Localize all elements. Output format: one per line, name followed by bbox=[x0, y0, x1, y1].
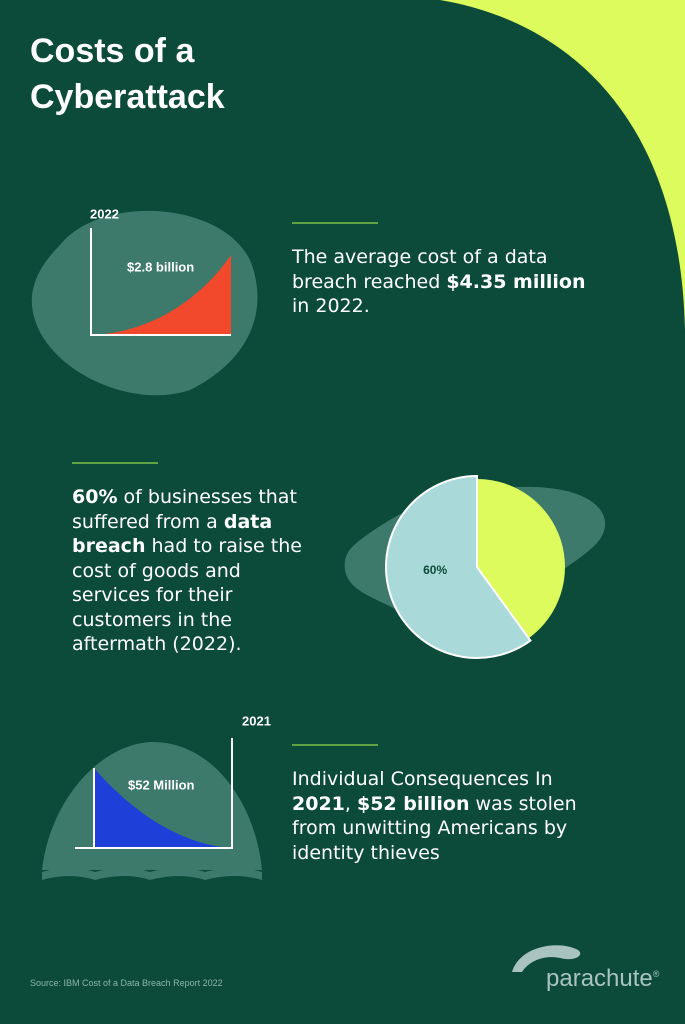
logo-mark: ® bbox=[652, 969, 660, 979]
text-run: had to raise the cost of goods and servi… bbox=[72, 535, 302, 655]
text-run: 2021 bbox=[292, 792, 345, 815]
value-label: $52 Million bbox=[128, 777, 195, 792]
title: Costs of a Cyberattack bbox=[30, 32, 225, 116]
blob bbox=[31, 210, 258, 396]
wave bbox=[42, 868, 262, 880]
text: 60% of businesses that suffered from a d… bbox=[72, 485, 312, 657]
text-run: Individual Consequences In bbox=[292, 768, 553, 790]
text-run: 60% bbox=[72, 486, 118, 508]
axes bbox=[75, 738, 233, 849]
pie: 60% bbox=[385, 474, 565, 659]
axes bbox=[90, 228, 231, 336]
area bbox=[91, 255, 231, 335]
text: The average cost of a data breach reache… bbox=[292, 245, 602, 319]
source: Source: IBM Cost of a Data Breach Report… bbox=[30, 978, 223, 988]
text: Individual Consequences In 2021, $52 bil… bbox=[292, 767, 582, 865]
text-run: , bbox=[344, 792, 357, 815]
text-run: was stolen from unwitting Americans by i… bbox=[292, 792, 577, 864]
slice-label: 60% bbox=[423, 563, 447, 577]
text-run: data breach bbox=[72, 510, 273, 558]
blob bbox=[42, 741, 262, 870]
year-label: 2022 bbox=[90, 206, 119, 221]
area bbox=[94, 768, 232, 848]
accent-curve bbox=[440, 0, 685, 330]
text-run: in 2022. bbox=[292, 295, 370, 317]
text-run: $4.35 million bbox=[446, 270, 586, 293]
value-label: $2.8 billion bbox=[127, 259, 194, 274]
pie-slice bbox=[385, 474, 532, 659]
logo: parachute® bbox=[546, 965, 659, 993]
pie-slice bbox=[477, 479, 565, 639]
year-label: 2021 bbox=[242, 713, 271, 728]
logo-text: parachute bbox=[546, 965, 653, 992]
logo-icon bbox=[512, 945, 581, 972]
text-run: $52 billion bbox=[356, 792, 470, 815]
text-run: The average cost of a data breach reache… bbox=[292, 246, 548, 293]
text-run: of businesses that suffered from a bbox=[72, 486, 297, 533]
